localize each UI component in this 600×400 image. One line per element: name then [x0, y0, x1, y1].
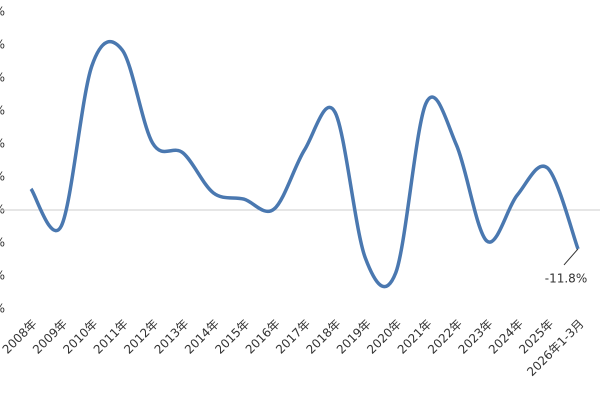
y-tick-label: 10% [0, 170, 5, 184]
leader-line [563, 248, 579, 266]
y-tick-label: 40% [0, 71, 5, 85]
y-tick-label: 50% [0, 38, 5, 52]
line [29, 39, 580, 289]
y-tick-label: 60% [0, 5, 5, 19]
y-tick-label: -10% [0, 236, 5, 250]
data-label: -11.8% [545, 271, 587, 285]
y-tick-label: 30% [0, 104, 5, 118]
y-tick-label: -30% [0, 302, 5, 316]
y-tick-label: 20% [0, 137, 5, 151]
y-tick-label: -20% [0, 269, 5, 283]
